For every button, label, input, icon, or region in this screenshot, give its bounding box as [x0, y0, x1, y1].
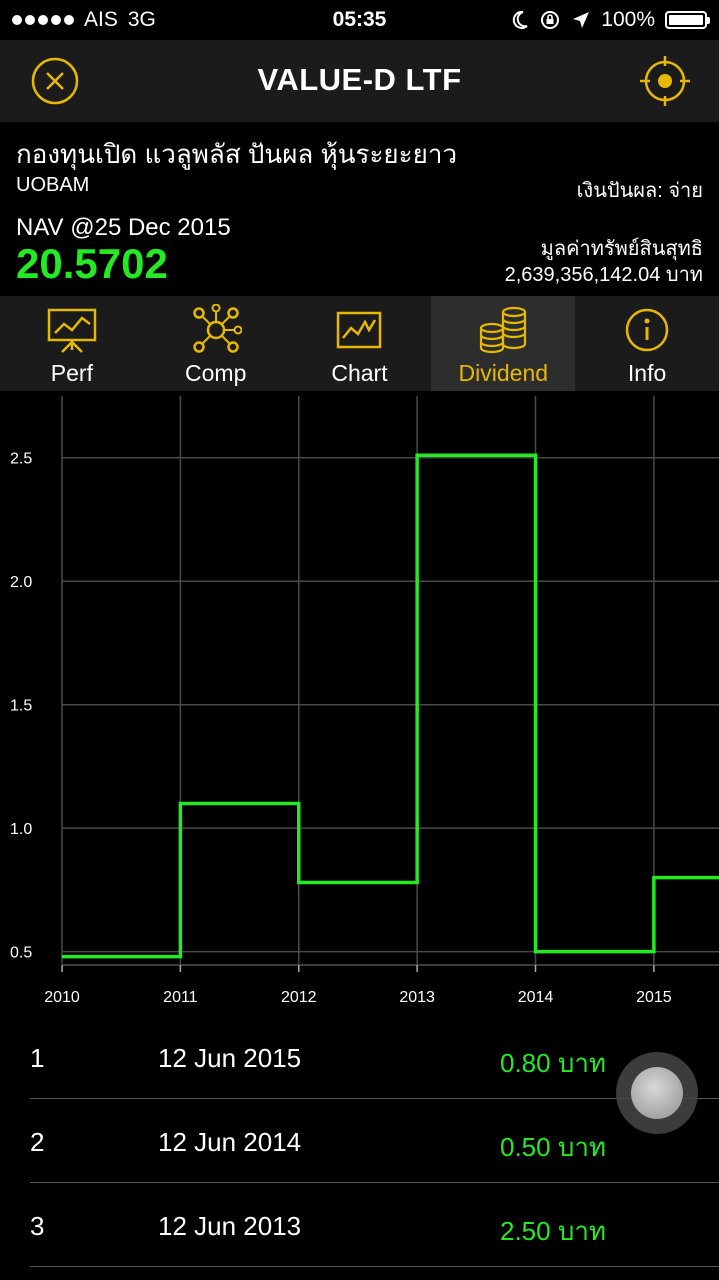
dividend-row[interactable]: 2 12 Jun 2014 0.50 บาท — [0, 1099, 719, 1183]
fund-name: กองทุนเปิด แวลูพลัส ปันผล หุ้นระยะยาว — [16, 139, 458, 169]
fund-header: กองทุนเปิด แวลูพลัส ปันผล หุ้นระยะยาว UO… — [0, 122, 719, 296]
row-divider — [30, 1266, 719, 1267]
tab-perf[interactable]: Perf — [0, 296, 144, 391]
battery-percent: 100% — [601, 8, 655, 31]
line-chart-icon — [337, 311, 382, 349]
x-tick-label: 2013 — [399, 989, 435, 1006]
close-button[interactable] — [30, 56, 80, 106]
fund-company: UOBAM — [16, 174, 90, 196]
dividend-index: 3 — [30, 1211, 45, 1241]
coin-stack-icon — [480, 306, 527, 354]
tab-comp[interactable]: Comp — [144, 296, 288, 391]
dividend-amount: 0.50 บาท — [500, 1132, 607, 1162]
info-icon — [625, 308, 669, 352]
status-bar: AIS 3G 05:35 100% — [0, 0, 719, 40]
y-tick-label: 1.5 — [10, 698, 32, 715]
x-tick-label: 2014 — [518, 989, 554, 1006]
assistive-touch-button[interactable] — [616, 1052, 698, 1134]
row-divider — [30, 1182, 719, 1183]
carrier-label: AIS — [84, 8, 118, 31]
tab-chart-label: Chart — [331, 360, 388, 386]
net-asset-label: มูลค่าทรัพย์สินสุทธิ — [540, 238, 703, 260]
nav-value: 20.5702 — [16, 240, 168, 287]
dividend-index: 1 — [30, 1043, 45, 1073]
battery-icon — [665, 11, 710, 29]
y-tick-label: 0.5 — [10, 945, 32, 962]
tab-dividend-label: Dividend — [458, 360, 549, 386]
moon-icon — [513, 10, 528, 29]
tab-info-label: Info — [627, 360, 667, 386]
network-label: 3G — [127, 8, 156, 31]
rotation-lock-icon — [541, 11, 560, 29]
y-tick-label: 2.5 — [10, 451, 32, 468]
tab-comp-label: Comp — [185, 360, 247, 386]
tab-perf-label: Perf — [50, 360, 93, 386]
dividend-step-line — [62, 453, 719, 959]
net-asset-value: 2,639,356,142.04 บาท — [504, 264, 703, 286]
tab-chart[interactable]: Chart — [288, 296, 432, 391]
dividend-row[interactable]: 1 12 Jun 2015 0.80 บาท — [0, 1015, 719, 1099]
presentation-chart-icon — [47, 308, 97, 353]
dividend-policy: เงินปันผล: จ่าย — [576, 180, 703, 202]
tab-info[interactable]: Info — [575, 296, 719, 391]
target-icon — [640, 56, 690, 106]
dividend-date: 12 Jun 2015 — [158, 1043, 302, 1073]
status-time: 05:35 — [332, 8, 387, 31]
locate-button[interactable] — [640, 56, 690, 106]
x-tick-label: 2010 — [44, 989, 80, 1006]
location-arrow-icon — [573, 12, 590, 28]
tab-dividend[interactable]: Dividend — [431, 296, 576, 391]
dividend-list: 1 12 Jun 2015 0.80 บาท 2 12 Jun 2014 0.5… — [0, 1015, 719, 1267]
nav-date: NAV @25 Dec 2015 — [16, 214, 231, 241]
dividend-amount: 0.80 บาท — [500, 1048, 607, 1078]
row-divider — [30, 1098, 719, 1099]
page-title: VALUE-D LTF — [257, 62, 462, 97]
x-tick-label: 2011 — [163, 989, 198, 1006]
dividend-date: 12 Jun 2014 — [158, 1127, 302, 1157]
nav-bar: VALUE-D LTF — [0, 40, 719, 122]
y-tick-label: 1.0 — [10, 821, 32, 838]
dividend-date: 12 Jun 2013 — [158, 1211, 302, 1241]
dividend-row[interactable]: 3 12 Jun 2013 2.50 บาท — [0, 1183, 719, 1267]
tab-bar: Perf Comp Chart — [0, 296, 719, 391]
signal-icon — [12, 15, 74, 25]
network-nodes-icon — [192, 304, 242, 353]
y-tick-label: 2.0 — [10, 574, 32, 591]
status-right: 100% — [511, 8, 710, 32]
dividend-amount: 2.50 บาท — [500, 1216, 607, 1246]
dividend-chart: 2010 2011 2012 2013 2014 2015 0.5 1.0 1.5 2.0 2.5 — [0, 391, 719, 1027]
status-left: AIS 3G — [12, 8, 156, 32]
x-tick-label: 2015 — [636, 989, 672, 1006]
close-icon — [31, 57, 79, 105]
x-tick-label: 2012 — [281, 989, 317, 1006]
dividend-index: 2 — [30, 1127, 45, 1157]
assistive-touch-icon — [631, 1067, 683, 1119]
